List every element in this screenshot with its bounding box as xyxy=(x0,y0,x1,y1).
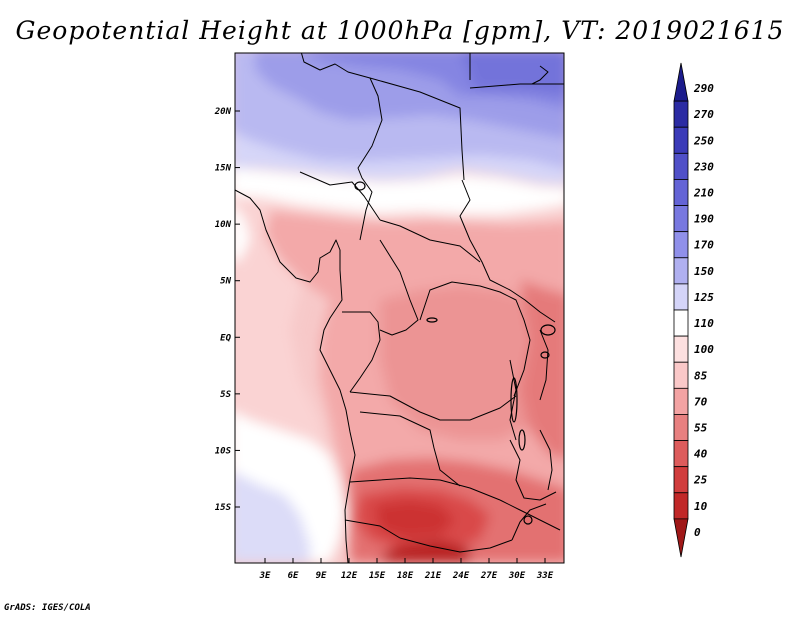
lat-label: 15N xyxy=(215,164,232,174)
lon-label: 9E xyxy=(316,571,327,581)
colorbar-label: 55 xyxy=(694,422,708,435)
grads-credit: GrADS: IGES/COLA xyxy=(4,603,91,613)
colorbar-swatch xyxy=(673,387,689,415)
map-title: Geopotential Height at 1000hPa [gpm], VT… xyxy=(15,16,785,45)
colorbar-swatch xyxy=(673,179,689,206)
colorbar-swatch xyxy=(673,231,689,259)
colorbar-label: 110 xyxy=(694,317,714,330)
lon-label: 27E xyxy=(480,571,498,581)
map-boundaries xyxy=(235,53,564,563)
lon-label: 30E xyxy=(508,571,526,581)
colorbar-label: 250 xyxy=(693,134,714,147)
colorbar-label: 125 xyxy=(694,291,714,304)
colorbar-label: 170 xyxy=(694,239,714,252)
colorbar-label: 100 xyxy=(694,343,714,356)
lat-label: EQ xyxy=(220,333,231,343)
lat-label: 10N xyxy=(215,220,232,230)
lakes xyxy=(354,181,556,525)
colorbar-swatch xyxy=(673,414,689,441)
lon-label: 21E xyxy=(424,571,442,581)
lon-label: 24E xyxy=(452,571,470,581)
colorbar-swatch xyxy=(673,62,689,102)
lon-label: 3E xyxy=(259,571,271,581)
lat-label: 20N xyxy=(214,107,232,117)
lon-label: 33E xyxy=(536,571,554,581)
colorbar-swatch xyxy=(673,335,689,363)
lon-label: 6E xyxy=(288,571,299,581)
colorbar-label: 0 xyxy=(694,526,701,539)
colorbar: 2902702502302101901701501251101008570554… xyxy=(673,62,714,558)
colorbar-label: 230 xyxy=(693,160,714,173)
colorbar-swatch xyxy=(673,309,689,337)
lon-label: 18E xyxy=(397,571,414,581)
lat-label: 15S xyxy=(215,503,232,513)
lon-label: 15E xyxy=(369,571,386,581)
colorbar-swatch xyxy=(673,152,689,180)
colorbar-swatch xyxy=(673,361,689,389)
colorbar-label: 150 xyxy=(694,265,714,278)
colorbar-label: 270 xyxy=(693,108,714,121)
lat-label: 5N xyxy=(220,277,231,287)
colorbar-swatch xyxy=(673,466,689,494)
colorbar-swatch xyxy=(673,440,689,468)
colorbar-swatch xyxy=(673,492,689,520)
colorbar-swatch xyxy=(673,205,689,233)
colorbar-label: 290 xyxy=(693,82,714,95)
colorbar-swatch xyxy=(673,283,689,311)
colorbar-swatch xyxy=(673,518,689,558)
colorbar-label: 70 xyxy=(694,395,708,408)
latitude-labels: 20N 15N 10N 5N EQ 5S 10S 15S xyxy=(214,107,240,513)
colorbar-label: 40 xyxy=(694,448,708,461)
map-frame xyxy=(234,52,565,564)
lon-label: 12E xyxy=(341,571,358,581)
lat-label: 10S xyxy=(215,446,232,456)
colorbar-label: 210 xyxy=(693,187,714,200)
colorbar-swatch xyxy=(673,126,689,154)
colorbar-label: 190 xyxy=(694,213,714,226)
colorbar-swatch xyxy=(673,100,689,128)
colorbar-label: 25 xyxy=(693,474,708,487)
colorbar-label: 10 xyxy=(694,500,708,513)
colorbar-swatch xyxy=(673,257,689,285)
longitude-labels: 3E 6E 9E 12E 15E 18E 21E 24E 27E 30E 33E xyxy=(259,558,554,581)
colorbar-label: 85 xyxy=(694,369,708,382)
lat-label: 5S xyxy=(220,390,231,400)
